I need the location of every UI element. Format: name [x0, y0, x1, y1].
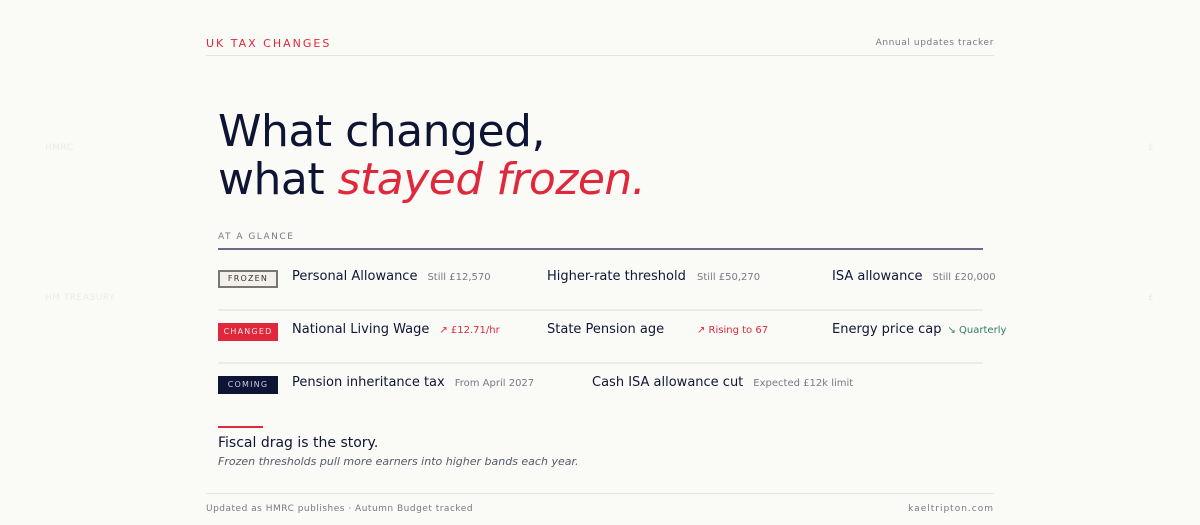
story-title: Fiscal drag is the story. [218, 435, 379, 451]
footer: Updated as HMRC publishes · Autumn Budge… [206, 493, 994, 514]
item-cell: Pension inheritance tax From April 2027 [292, 375, 534, 390]
item-cell: Energy price cap ↘ Quarterly [832, 322, 1006, 337]
item-value: Still £50,270 [697, 272, 761, 283]
story-subtitle: Frozen thresholds pull more earners into… [218, 455, 579, 468]
item-name: Energy price cap [832, 322, 942, 337]
table-row: FROZEN Personal Allowance Still £12,570 … [218, 258, 996, 311]
item-cell: Cash ISA allowance cut Expected £12k lim… [592, 375, 853, 390]
item-value: Expected £12k limit [753, 378, 854, 389]
footer-link[interactable]: kaeltripton.com [908, 504, 994, 514]
item-name: Cash ISA allowance cut [592, 375, 744, 390]
item-value: ↗ Rising to 67 [697, 325, 769, 336]
table-row: COMING Pension inheritance tax From Apri… [218, 364, 983, 417]
watermark-pound: £ [1148, 293, 1155, 303]
item-name: Pension inheritance tax [292, 375, 445, 390]
item-cell: Personal Allowance Still £12,570 [292, 269, 491, 284]
table-row: CHANGED National Living Wage ↗ £12.71/hr… [218, 311, 1006, 364]
item-name: ISA allowance [832, 269, 923, 284]
item-name: National Living Wage [292, 322, 430, 337]
tagline: Annual updates tracker [875, 38, 994, 48]
status-badge: CHANGED [218, 323, 278, 341]
divider [218, 248, 983, 250]
section-label: AT A GLANCE [218, 232, 295, 242]
item-cell: Higher-rate threshold Still £50,270 [547, 269, 760, 284]
item-name: State Pension age [547, 322, 665, 337]
item-cell: ISA allowance Still £20,000 [832, 269, 996, 284]
item-name: Personal Allowance [292, 269, 418, 284]
accent-rule [218, 426, 263, 428]
footer-note: Updated as HMRC publishes · Autumn Budge… [206, 504, 474, 514]
item-cell: State Pension age ↗ Rising to 67 [547, 322, 768, 337]
status-badge: FROZEN [218, 270, 278, 288]
brand[interactable]: UK TAX CHANGES [206, 37, 332, 50]
item-value: ↗ £12.71/hr [439, 325, 500, 336]
top-bar: UK TAX CHANGES Annual updates tracker [206, 37, 994, 56]
item-value: From April 2027 [454, 378, 535, 389]
item-value: Still £20,000 [932, 272, 996, 283]
item-name: Higher-rate threshold [547, 269, 686, 284]
item-value: ↘ Quarterly [947, 325, 1007, 336]
watermark-hmrc: HMRC [45, 143, 74, 153]
item-value: Still £12,570 [427, 272, 491, 283]
watermark-treasury: HM TREASURY [45, 293, 115, 303]
watermark-pound: £ [1148, 143, 1155, 153]
status-badge: COMING [218, 376, 278, 394]
item-cell: National Living Wage ↗ £12.71/hr [292, 322, 500, 337]
page-title: What changed, what stayed frozen. [218, 106, 646, 205]
